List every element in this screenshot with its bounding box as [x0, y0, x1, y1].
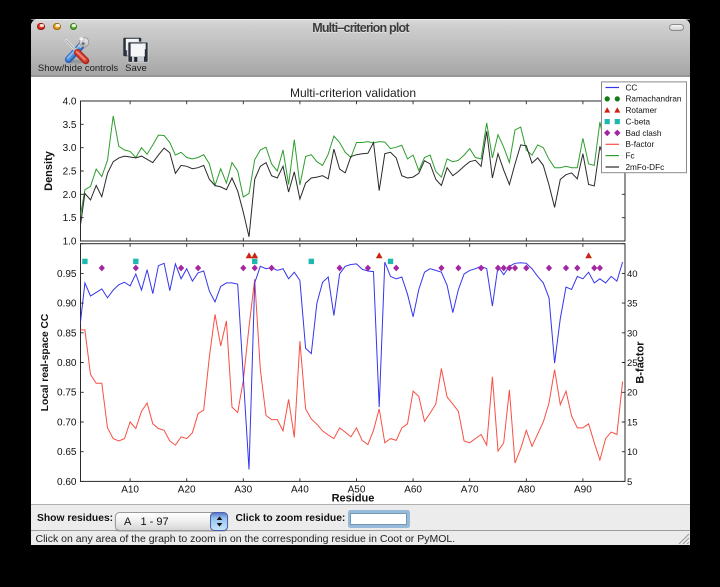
- svg-text:40: 40: [627, 269, 638, 280]
- svg-text:2.0: 2.0: [63, 190, 77, 201]
- svg-text:Fc: Fc: [626, 152, 635, 161]
- svg-text:5: 5: [627, 477, 632, 488]
- svg-text:1.0: 1.0: [63, 237, 77, 248]
- svg-text:C-beta: C-beta: [626, 117, 651, 126]
- svg-text:0.85: 0.85: [57, 328, 77, 339]
- svg-text:15: 15: [627, 418, 638, 429]
- svg-text:Density: Density: [43, 150, 55, 191]
- svg-text:3.0: 3.0: [63, 143, 77, 154]
- svg-text:B-factor: B-factor: [635, 341, 647, 384]
- svg-text:Residue: Residue: [332, 493, 375, 505]
- svg-text:0.60: 0.60: [57, 477, 77, 488]
- svg-text:A30: A30: [234, 485, 252, 496]
- svg-text:10: 10: [627, 447, 638, 458]
- svg-text:A40: A40: [291, 485, 309, 496]
- svg-text:A50: A50: [348, 485, 366, 496]
- svg-text:CC: CC: [626, 83, 638, 92]
- svg-text:Bad clash: Bad clash: [626, 129, 662, 138]
- svg-text:Ramachandran: Ramachandran: [626, 95, 682, 104]
- svg-text:Rotamer: Rotamer: [626, 106, 658, 115]
- svg-text:4.0: 4.0: [63, 97, 77, 108]
- svg-text:25: 25: [627, 358, 638, 369]
- svg-text:Local real-space CC: Local real-space CC: [40, 313, 51, 411]
- svg-text:0.90: 0.90: [57, 299, 77, 310]
- svg-text:A60: A60: [404, 485, 422, 496]
- svg-text:0.80: 0.80: [57, 358, 77, 369]
- svg-text:0.95: 0.95: [57, 269, 77, 280]
- svg-text:35: 35: [627, 299, 638, 310]
- svg-text:0.75: 0.75: [57, 388, 77, 399]
- svg-text:0.65: 0.65: [57, 447, 77, 458]
- svg-text:2.5: 2.5: [63, 167, 77, 178]
- svg-text:A10: A10: [121, 485, 139, 496]
- svg-text:B-factor: B-factor: [626, 140, 655, 149]
- svg-text:20: 20: [627, 388, 638, 399]
- svg-text:2mFo-DFc: 2mFo-DFc: [626, 163, 665, 172]
- svg-text:30: 30: [627, 328, 638, 339]
- svg-text:Multi-criterion validation: Multi-criterion validation: [290, 86, 416, 100]
- svg-text:A70: A70: [461, 485, 479, 496]
- svg-text:3.5: 3.5: [63, 120, 77, 131]
- svg-text:A20: A20: [178, 485, 196, 496]
- svg-text:A80: A80: [517, 485, 535, 496]
- svg-text:0.70: 0.70: [57, 418, 77, 429]
- svg-text:A90: A90: [574, 485, 592, 496]
- svg-text:1.5: 1.5: [63, 213, 77, 224]
